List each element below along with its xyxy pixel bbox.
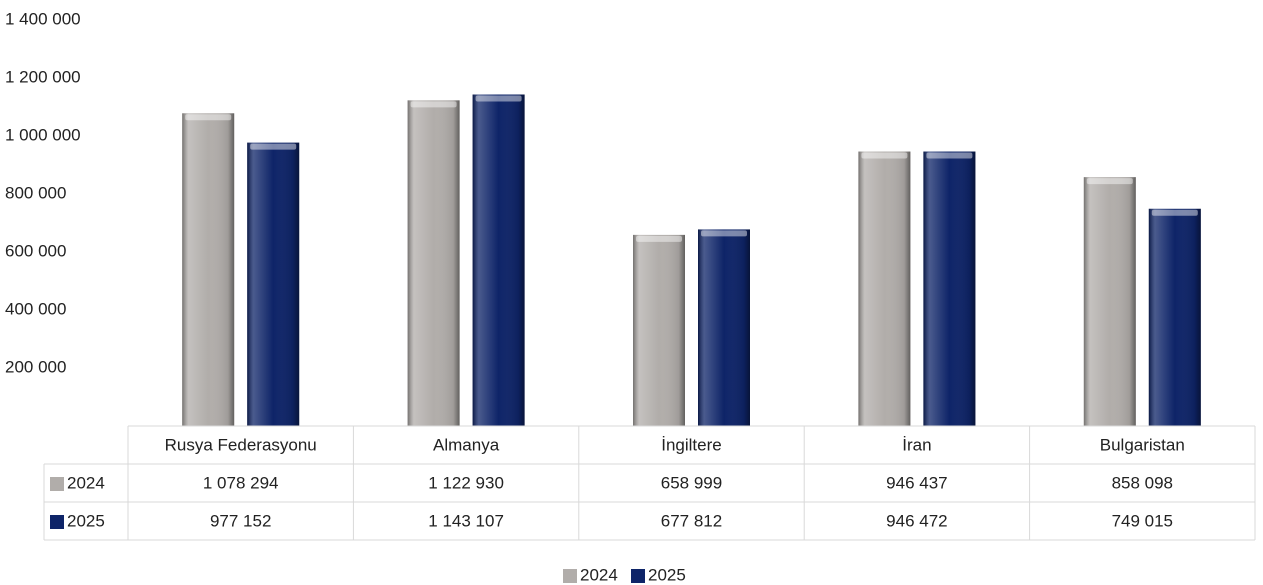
y-tick-label: 1 200 000 bbox=[5, 67, 81, 86]
bar-cap bbox=[475, 95, 522, 102]
y-tick-label: 400 000 bbox=[5, 299, 66, 318]
bar-shine bbox=[633, 234, 685, 426]
table-cell: 858 098 bbox=[1112, 473, 1173, 492]
bar-shine bbox=[407, 100, 460, 426]
y-tick-label: 600 000 bbox=[5, 241, 66, 260]
bar-shine bbox=[472, 94, 525, 427]
legend-key bbox=[50, 515, 64, 529]
bar-cap bbox=[185, 114, 232, 121]
table-cell: 658 999 bbox=[661, 473, 722, 492]
x-tick-label: İngiltere bbox=[661, 435, 721, 454]
y-tick-label: 1 000 000 bbox=[5, 125, 81, 144]
y-tick-label: 1 400 000 bbox=[5, 9, 81, 28]
table-cell: 946 437 bbox=[886, 473, 947, 492]
legend-label: 2025 bbox=[648, 565, 686, 584]
bar-cap bbox=[926, 152, 973, 159]
bar-shine bbox=[923, 151, 976, 426]
bar-cap bbox=[861, 152, 908, 159]
bar-cap bbox=[1086, 178, 1133, 185]
table-cell: 1 078 294 bbox=[203, 473, 279, 492]
x-tick-label: İran bbox=[902, 435, 931, 454]
bar-cap bbox=[1151, 209, 1198, 216]
x-tick-label: Almanya bbox=[433, 435, 500, 454]
x-tick-label: Bulgaristan bbox=[1100, 435, 1185, 454]
bar-cap bbox=[410, 101, 457, 108]
legend-key bbox=[631, 569, 645, 583]
y-tick-label: 200 000 bbox=[5, 357, 66, 376]
bar-shine bbox=[1148, 208, 1201, 426]
table-row-label: 2024 bbox=[67, 473, 105, 492]
legend-label: 2024 bbox=[580, 565, 618, 584]
bar-shine bbox=[698, 229, 750, 426]
bar-shine bbox=[1083, 177, 1136, 426]
table-cell: 977 152 bbox=[210, 511, 271, 530]
y-tick-label: 800 000 bbox=[5, 183, 66, 202]
table-cell: 1 122 930 bbox=[428, 473, 504, 492]
table-cell: 946 472 bbox=[886, 511, 947, 530]
legend-key bbox=[50, 477, 64, 491]
bar-cap bbox=[701, 230, 747, 237]
legend-key bbox=[563, 569, 577, 583]
bar-cap bbox=[636, 235, 682, 242]
table-row-label: 2025 bbox=[67, 511, 105, 530]
table-cell: 1 143 107 bbox=[428, 511, 504, 530]
table-cell: 749 015 bbox=[1112, 511, 1173, 530]
bar-shine bbox=[247, 142, 300, 426]
bar-shine bbox=[182, 113, 235, 426]
bar-shine bbox=[858, 151, 911, 426]
bar-cap bbox=[250, 143, 297, 150]
x-tick-label: Rusya Federasyonu bbox=[165, 435, 317, 454]
table-cell: 677 812 bbox=[661, 511, 722, 530]
